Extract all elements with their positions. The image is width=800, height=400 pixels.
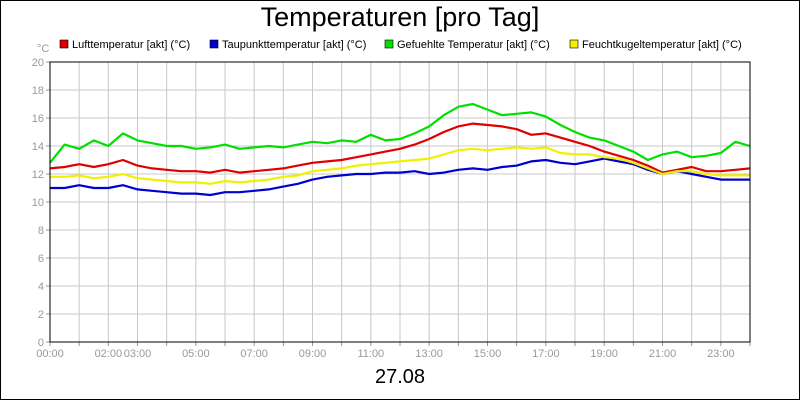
plot-border xyxy=(49,61,751,343)
series-line-1 xyxy=(49,122,751,174)
y-axis-unit-label: °C xyxy=(37,43,49,55)
y-tick-label: 18 xyxy=(32,85,44,97)
y-tick-label: 16 xyxy=(32,113,44,125)
legend-label: Gefuehlte Temperatur [akt] (°C) xyxy=(397,39,550,51)
y-tick-label: 20 xyxy=(32,57,44,69)
x-tick-label: 02:00 xyxy=(95,348,123,360)
chart-title: Temperaturen [pro Tag] xyxy=(260,2,540,32)
x-tick-label: 09:00 xyxy=(299,348,327,360)
legend-label: Lufttemperatur [akt] (°C) xyxy=(72,39,190,51)
x-tick-label: 23:00 xyxy=(707,348,735,360)
x-tick-label: 07:00 xyxy=(240,348,268,360)
x-tick-label: 15:00 xyxy=(474,348,502,360)
y-tick-label: 6 xyxy=(38,253,44,265)
x-axis-date-label: 27.08 xyxy=(374,366,426,388)
x-tick-label: 00:00 xyxy=(36,348,64,360)
x-tick-label: 13:00 xyxy=(415,348,443,360)
legend-swatch xyxy=(209,39,219,49)
series-line-3 xyxy=(49,102,751,164)
legend-swatch xyxy=(384,39,394,49)
x-tick-label: 11:00 xyxy=(357,348,384,360)
y-tick-label: 2 xyxy=(38,309,44,321)
legend-swatch xyxy=(569,39,579,49)
x-tick-label: 21:00 xyxy=(649,348,677,360)
y-tick-label: 4 xyxy=(38,281,44,293)
x-tick-label: 05:00 xyxy=(182,348,210,360)
y-tick-label: 14 xyxy=(32,141,44,153)
legend-label: Taupunkttemperatur [akt] (°C) xyxy=(222,39,366,51)
x-tick-label: 03:00 xyxy=(124,348,152,360)
x-tick-label: 17:00 xyxy=(532,348,560,360)
y-tick-label: 12 xyxy=(32,169,44,181)
y-tick-label: 10 xyxy=(32,197,44,209)
legend-label: Feuchtkugeltemperatur [akt] (°C) xyxy=(582,39,742,51)
series-line-4 xyxy=(50,146,750,185)
x-tick-label: 19:00 xyxy=(590,348,618,360)
series-line-2 xyxy=(50,157,750,197)
legend-swatch xyxy=(59,39,69,49)
y-tick-label: 0 xyxy=(38,337,44,349)
y-tick-label: 8 xyxy=(38,225,44,237)
